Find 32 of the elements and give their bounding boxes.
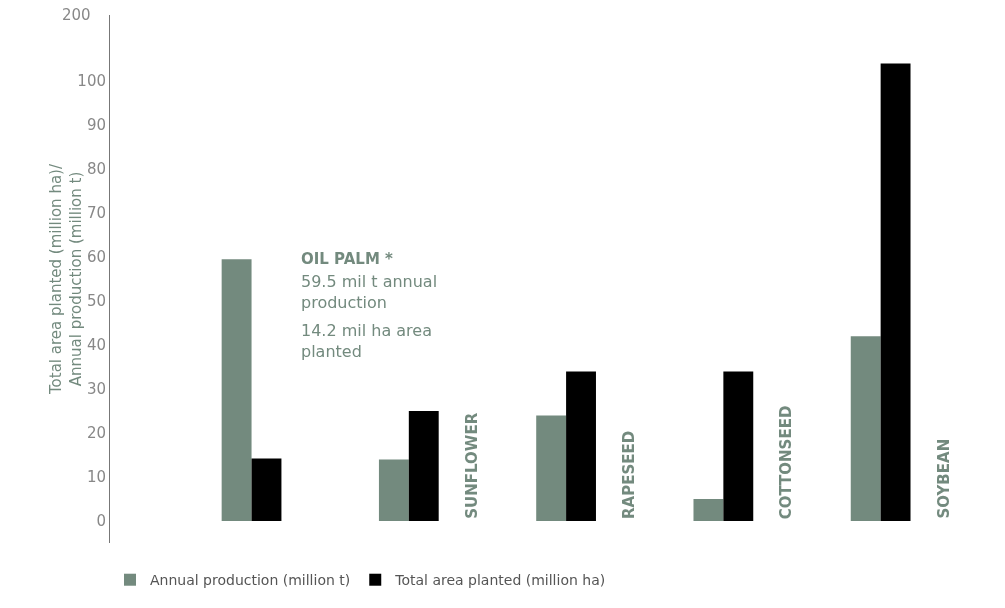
bar <box>693 499 724 521</box>
annotation: OIL PALM * <box>301 250 394 268</box>
y-tick-label: 20 <box>86 424 106 443</box>
annotation: 14.2 mil ha area planted <box>301 321 432 361</box>
bar <box>378 459 409 521</box>
bar <box>723 371 754 521</box>
x-tick-label: RAPESEED <box>619 430 638 519</box>
x-tick-label: SUNFLOWER <box>462 412 481 519</box>
y-tick-label: 40 <box>86 336 106 355</box>
bar <box>536 415 567 521</box>
bar <box>251 458 282 521</box>
legend-label: Annual production (million t) <box>150 572 351 589</box>
x-tick-label: SOYBEAN <box>934 438 953 519</box>
y-tick-label: 60 <box>86 248 106 267</box>
y-tick-label: 90 <box>86 116 106 135</box>
bar <box>880 63 911 521</box>
y-tick-label: 70 <box>86 204 106 223</box>
y-tick-label: 10 <box>86 468 106 487</box>
legend-label: Total area planted (million ha) <box>394 572 606 589</box>
bar <box>408 411 439 521</box>
bar <box>850 336 881 521</box>
y-tick-label: 0 <box>96 512 106 531</box>
y-axis-title: Total area planted (million ha)/ Annual production (million t) <box>47 163 85 395</box>
y-tick-label: 30 <box>86 380 106 399</box>
annotation: 59.5 mil t annual production <box>301 272 438 312</box>
bar <box>221 259 252 521</box>
x-tick-label: COTTONSEED <box>777 405 796 520</box>
y-tick-label: 50 <box>86 292 106 311</box>
bar <box>566 371 596 521</box>
text: 200 <box>62 6 91 24</box>
y-tick-label: 80 <box>86 160 106 179</box>
y-tick-label: 100 <box>77 72 106 91</box>
